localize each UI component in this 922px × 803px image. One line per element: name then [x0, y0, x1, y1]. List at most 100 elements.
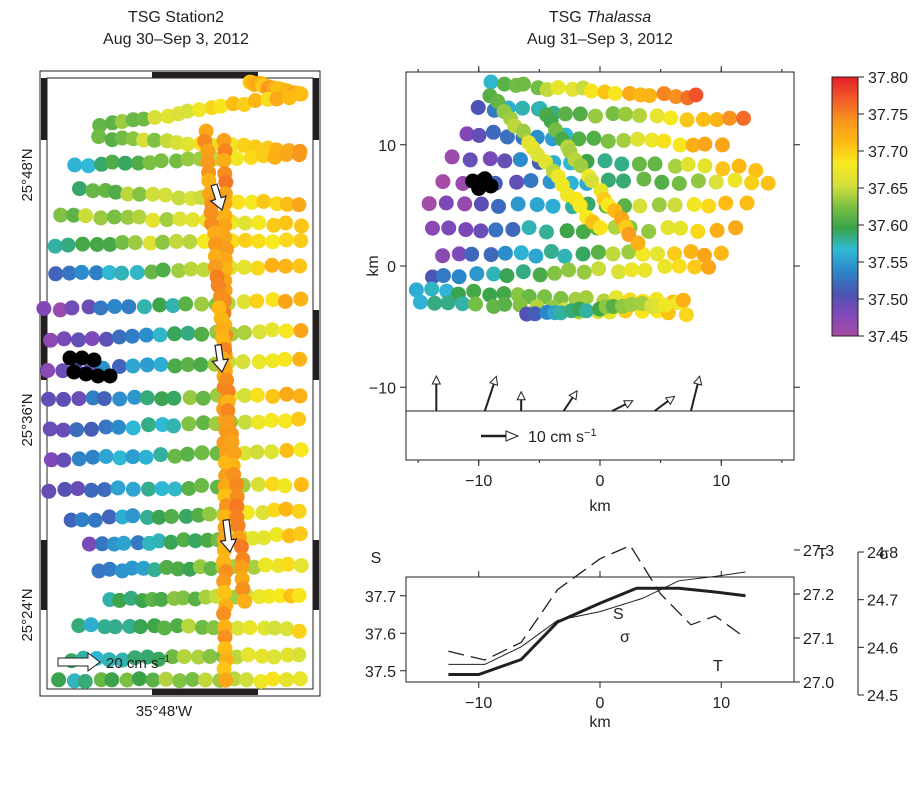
track-dot [71, 391, 87, 407]
track-dot [237, 414, 253, 430]
profile-axes: −10 0 10 37.5 37.6 37.7 27.0 27.1 27.2 27.3 24.5 24… [365, 543, 898, 712]
track-dot [75, 236, 91, 252]
track-dot [185, 212, 201, 228]
track-dot [234, 560, 250, 575]
track-dot [196, 262, 212, 278]
track-dot [56, 391, 71, 407]
track-dot [85, 390, 101, 406]
track-dot [292, 258, 308, 274]
track-dot [672, 137, 688, 153]
track-dot [708, 174, 724, 190]
track-dot [110, 480, 126, 496]
track-dot [529, 197, 545, 213]
track-dot [572, 198, 588, 214]
track-dot [632, 108, 647, 123]
track-dot [178, 508, 194, 524]
track-dot [142, 155, 158, 171]
track-dot [125, 481, 141, 497]
track-dot [630, 235, 646, 251]
track-dot [72, 181, 87, 197]
track-dot [292, 388, 308, 404]
track-dot [194, 478, 209, 493]
track-dot [203, 561, 219, 577]
track-dot [194, 296, 210, 312]
track-dot [127, 650, 143, 666]
track-dot [421, 196, 437, 212]
track-dot [172, 211, 188, 227]
track-dot [292, 526, 308, 542]
track-dot [578, 290, 594, 306]
track-dot [172, 673, 188, 689]
track-dot [93, 210, 109, 226]
track-dot [644, 132, 660, 148]
current-vector-head [431, 374, 442, 385]
svg-text:TSG Thalassa: TSG Thalassa [549, 9, 651, 26]
track-dot [132, 619, 148, 635]
track-dot [269, 91, 285, 107]
track-dot [293, 291, 309, 307]
sigma-curve-label: σ [620, 629, 630, 646]
track-dot [482, 151, 498, 167]
track-dot [81, 536, 97, 552]
track-dot [264, 444, 279, 460]
track-dot [139, 357, 155, 373]
track-dot [279, 196, 295, 212]
track-dot [688, 87, 704, 103]
track-dot [131, 209, 147, 225]
missing-data-dot [74, 350, 90, 366]
track-dot [291, 587, 307, 603]
current-vector-head [664, 395, 676, 406]
track-dot [471, 127, 487, 143]
track-dot [230, 620, 246, 636]
track-dot [718, 195, 734, 211]
track-dot [236, 325, 252, 341]
track-dot [70, 481, 86, 497]
track-dot [169, 153, 184, 169]
track-dot [193, 357, 209, 373]
track-dot [145, 186, 161, 202]
track-dot [621, 244, 637, 260]
track-dot [722, 110, 738, 126]
track-dot [151, 651, 167, 667]
track-dot [709, 222, 725, 238]
current-vector-head [568, 389, 578, 401]
track-dot [496, 76, 512, 92]
track-dot [464, 246, 480, 262]
track-dot [203, 205, 219, 221]
track-dot [170, 561, 186, 577]
track-dot [131, 671, 147, 687]
colorbar-tick-label: 37.45 [868, 329, 908, 346]
track-dot [165, 298, 181, 314]
track-dot [510, 196, 526, 212]
track-dot [618, 106, 633, 122]
track-dot [213, 288, 229, 304]
track-dot [101, 265, 117, 281]
track-dot [198, 672, 213, 688]
sigma-tick-label: 24.6 [867, 640, 898, 657]
track-dot [438, 195, 454, 211]
track-dot [272, 588, 288, 604]
track-dot [668, 89, 684, 105]
track-dot [482, 287, 498, 303]
track-dot [233, 539, 249, 555]
track-dot [89, 237, 105, 252]
frame-band-left [41, 310, 47, 380]
track-dot [527, 306, 543, 322]
track-dot [291, 411, 307, 427]
track-dot [147, 562, 163, 578]
track-dot [251, 215, 267, 231]
track-dot [547, 265, 563, 281]
track-dot [458, 222, 474, 238]
track-dot [155, 234, 171, 250]
track-dot [208, 236, 223, 252]
track-dot [57, 481, 73, 497]
track-dot [572, 106, 588, 122]
x-tick-label: 0 [596, 695, 605, 712]
track-dot [425, 220, 440, 236]
track-dot [744, 175, 760, 191]
track-dot [244, 194, 260, 210]
track-dot [557, 248, 573, 264]
track-dot [545, 198, 561, 214]
temperature-tick-label: 27.0 [803, 675, 834, 692]
missing-data-dot [102, 368, 118, 384]
